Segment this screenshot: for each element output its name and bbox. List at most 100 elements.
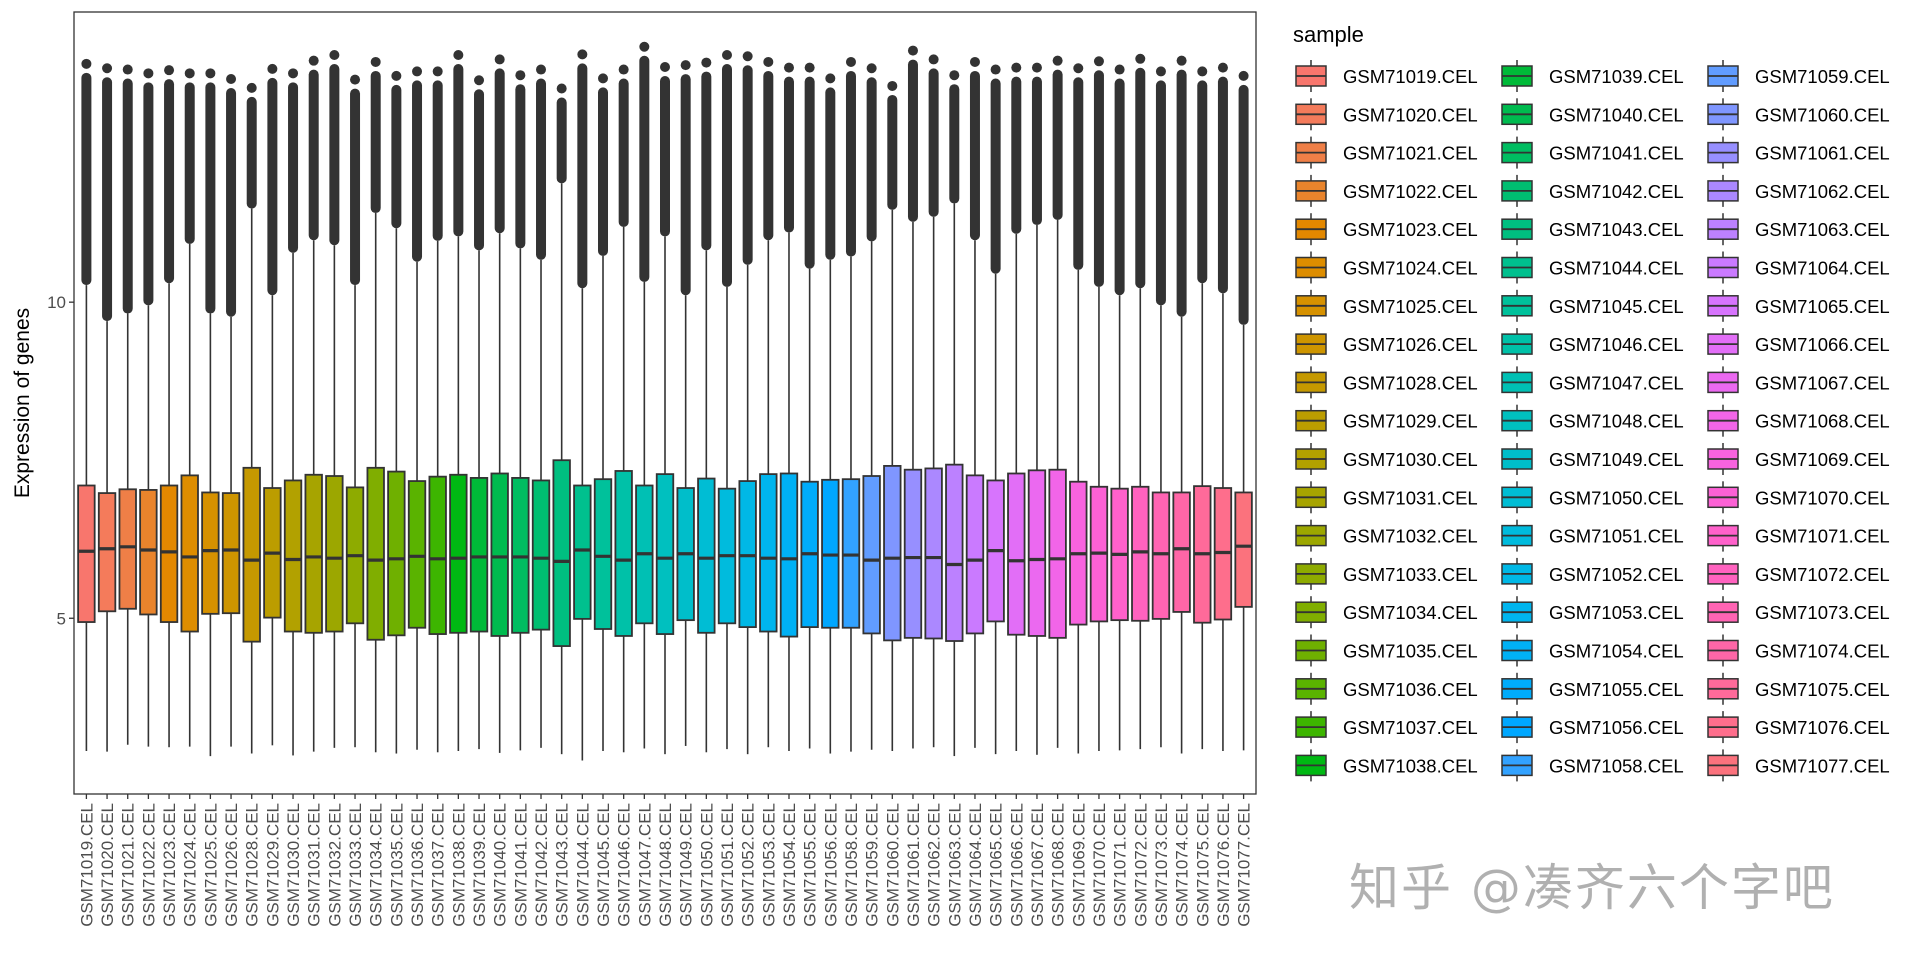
box-iqr (449, 473, 468, 634)
outlier-points (660, 75, 670, 237)
outlier-max-point (391, 70, 402, 81)
outlier-max-point (1114, 64, 1125, 75)
legend-item: GSM71072.CEL (1707, 557, 1890, 590)
legend-item: GSM71038.CEL (1295, 749, 1478, 782)
box-gsm71067 (1027, 62, 1047, 755)
legend-item: GSM71074.CEL (1707, 634, 1890, 667)
outlier-points (494, 68, 505, 234)
legend-item: GSM71068.CEL (1707, 404, 1890, 437)
legend-label: GSM71052.CEL (1549, 564, 1684, 585)
outlier-max-point (763, 56, 774, 67)
outlier-points (515, 84, 526, 249)
x-tick-label: GSM71069.CEL (1069, 803, 1088, 927)
legend-key-icon (1501, 251, 1533, 284)
outlier-max-point (1197, 66, 1208, 77)
box-gsm71060 (883, 80, 902, 752)
box-gsm71030 (283, 68, 303, 756)
legend-item: GSM71026.CEL (1295, 328, 1478, 361)
outlier-max-point (804, 62, 815, 73)
legend-item: GSM71054.CEL (1501, 634, 1684, 667)
legend-item: GSM71020.CEL (1295, 98, 1478, 131)
box-gsm71058 (841, 56, 861, 752)
legend-item: GSM71039.CEL (1501, 60, 1684, 92)
box-gsm71046 (614, 64, 633, 753)
box-gsm71039 (469, 75, 489, 750)
legend-label: GSM71046.CEL (1549, 334, 1684, 355)
box-iqr (697, 477, 716, 634)
box-gsm71035 (387, 70, 406, 754)
x-tick-label: GSM71029.CEL (263, 803, 282, 927)
outlier-points (680, 74, 691, 296)
x-tick-label: GSM71076.CEL (1214, 803, 1233, 927)
legend-item: GSM71031.CEL (1295, 481, 1478, 514)
legend-item: GSM71058.CEL (1501, 749, 1684, 782)
legend-item: GSM71065.CEL (1707, 289, 1890, 322)
outlier-points (370, 70, 381, 214)
outlier-max-point (81, 58, 92, 69)
box-iqr (1048, 468, 1067, 639)
box-iqr (903, 468, 923, 639)
legend-label: GSM71023.CEL (1343, 219, 1478, 240)
box-iqr (490, 472, 509, 637)
box-gsm71037 (428, 66, 447, 753)
legend-item: GSM71032.CEL (1295, 519, 1478, 552)
outlier-points (701, 71, 712, 251)
legend-key-icon (1501, 60, 1533, 92)
box-iqr (159, 484, 179, 623)
legend-label: GSM71059.CEL (1755, 66, 1890, 87)
outlier-points (1073, 77, 1084, 270)
box-gsm71061 (903, 45, 923, 749)
box-gsm71062 (924, 54, 943, 748)
legend-key-icon (1501, 443, 1533, 475)
box-gsm71047 (635, 41, 654, 749)
x-tick-label: GSM71066.CEL (1007, 803, 1026, 927)
legend-item: GSM71077.CEL (1707, 749, 1890, 782)
legend-item: GSM71033.CEL (1295, 557, 1478, 590)
box-gsm71050 (697, 57, 716, 753)
box-gsm71028 (242, 82, 261, 754)
legend-label: GSM71029.CEL (1343, 411, 1478, 432)
legend-item: GSM71021.CEL (1295, 136, 1478, 169)
x-tick-label: GSM71068.CEL (1049, 803, 1068, 927)
x-tick-label: GSM71033.CEL (346, 803, 365, 927)
legend-item: GSM71037.CEL (1295, 711, 1478, 744)
legend-item: GSM71022.CEL (1295, 174, 1478, 207)
box-iqr (407, 480, 427, 629)
legend-item: GSM71076.CEL (1707, 711, 1890, 744)
box-gsm71024 (180, 68, 199, 747)
outlier-points (907, 59, 918, 222)
box-iqr (862, 475, 881, 635)
x-tick-label: GSM71051.CEL (718, 803, 737, 927)
legend-key-icon (1707, 749, 1739, 782)
legend-label: GSM71026.CEL (1343, 334, 1478, 355)
outlier-points (453, 63, 464, 237)
legend-key-icon (1295, 366, 1327, 399)
legend-label: GSM71068.CEL (1755, 411, 1890, 432)
legend-key-icon (1295, 557, 1327, 590)
x-tick-label: GSM71046.CEL (615, 803, 634, 927)
legend-key-icon (1295, 136, 1327, 169)
box-gsm71038 (449, 49, 468, 752)
outlier-points (391, 84, 402, 229)
outlier-points (432, 80, 443, 241)
legend-label: GSM71067.CEL (1755, 372, 1890, 393)
box-gsm71021 (118, 64, 137, 745)
x-tick-label: GSM71035.CEL (387, 803, 406, 927)
outlier-max-point (907, 45, 918, 56)
box-gsm71071 (1110, 64, 1129, 751)
legend-item: GSM71062.CEL (1707, 174, 1890, 207)
legend-label: GSM71071.CEL (1755, 526, 1890, 547)
legend-item: GSM71028.CEL (1295, 366, 1478, 399)
x-tick-label: GSM71059.CEL (863, 803, 882, 927)
legend-item: GSM71070.CEL (1707, 481, 1890, 514)
legend-label: GSM71049.CEL (1549, 449, 1684, 470)
legend-label: GSM71037.CEL (1343, 717, 1478, 738)
outlier-points (783, 76, 794, 233)
box-gsm71029 (263, 63, 282, 746)
outlier-max-point (474, 75, 485, 86)
box-gsm71025 (201, 68, 220, 757)
y-tick-label: 10 (47, 293, 66, 312)
legend-label: GSM71047.CEL (1549, 372, 1684, 393)
outlier-points (742, 65, 753, 265)
box-iqr (1131, 485, 1150, 622)
